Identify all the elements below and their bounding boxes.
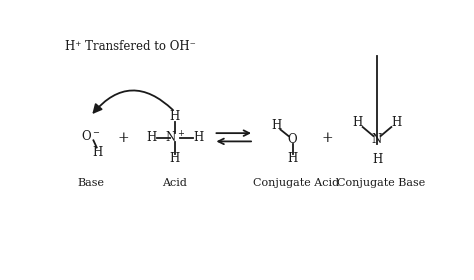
- Text: H: H: [93, 146, 103, 159]
- Text: H: H: [271, 120, 281, 132]
- Text: Conjugate Acid: Conjugate Acid: [253, 178, 339, 188]
- Text: H: H: [170, 152, 180, 165]
- Text: H⁺ Transfered to OH⁻: H⁺ Transfered to OH⁻: [65, 40, 196, 53]
- Text: H: H: [372, 153, 382, 166]
- FancyArrowPatch shape: [93, 90, 173, 113]
- Text: H: H: [194, 131, 204, 144]
- Text: Acid: Acid: [163, 178, 187, 188]
- Text: +: +: [321, 131, 333, 145]
- Text: N$^+$: N$^+$: [165, 130, 185, 145]
- Text: H: H: [170, 111, 180, 123]
- Text: H: H: [353, 116, 363, 129]
- Text: +: +: [118, 131, 129, 145]
- Text: O$^-$: O$^-$: [81, 129, 100, 143]
- Text: Base: Base: [77, 178, 104, 188]
- Text: H: H: [287, 152, 298, 165]
- Text: O: O: [288, 133, 297, 146]
- Text: H: H: [146, 131, 156, 144]
- Text: N: N: [372, 133, 382, 146]
- Text: H: H: [391, 116, 401, 129]
- Text: Conjugate Base: Conjugate Base: [337, 178, 425, 188]
